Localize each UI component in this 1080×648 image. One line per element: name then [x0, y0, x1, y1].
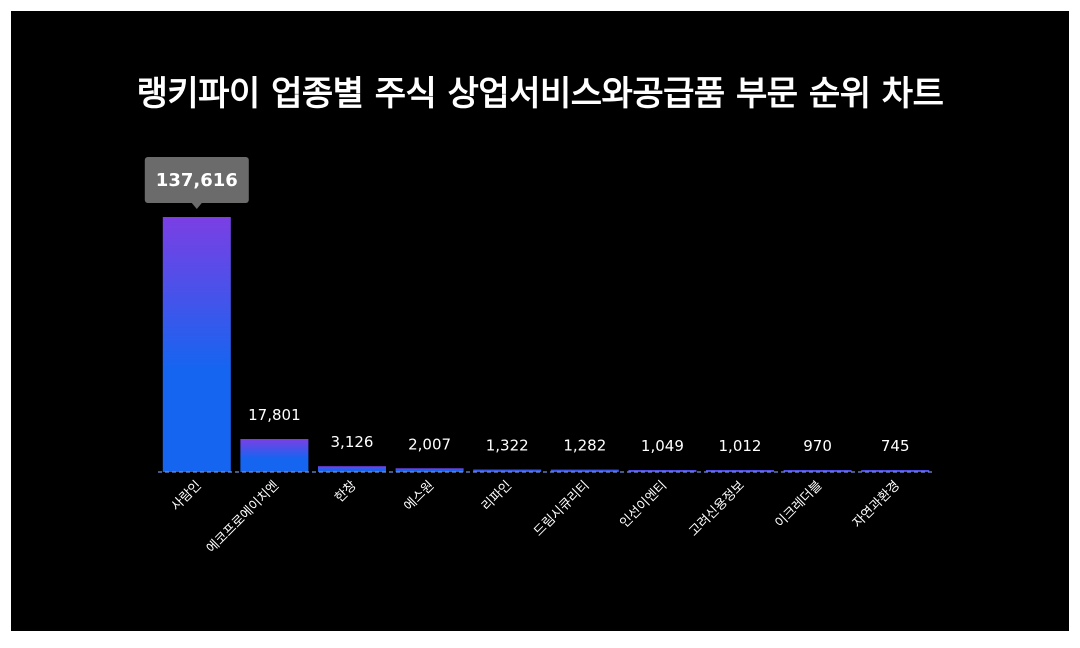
bar-한창 — [318, 466, 386, 472]
value-label: 970 — [803, 437, 832, 455]
value-tooltip: 137,616 — [144, 157, 249, 209]
bar-이크레더블 — [783, 470, 852, 472]
value-label: 1,322 — [486, 437, 529, 455]
category-label: 리파인 — [479, 478, 515, 514]
category-label: 자연과환경 — [850, 478, 903, 531]
value-label: 1,282 — [563, 437, 606, 455]
category-label: 드림시큐리티 — [531, 478, 592, 539]
bar-고려신용정보 — [706, 470, 774, 472]
bar-에스원 — [395, 468, 464, 472]
value-label: 1,049 — [641, 437, 684, 455]
value-label: 745 — [881, 437, 910, 455]
category-label: 한창 — [332, 478, 360, 506]
bars-group — [162, 217, 930, 472]
category-label: 이크레더블 — [773, 478, 826, 531]
chart-title: 랭키파이 업종별 주식 상업서비스와공급품 부문 순위 차트 — [136, 74, 944, 114]
bar-리파인 — [473, 469, 542, 472]
tooltip-box — [144, 157, 249, 203]
value-label: 3,126 — [331, 433, 374, 451]
tooltip-arrow — [191, 203, 202, 209]
bar-인선이엔티 — [628, 470, 697, 472]
value-label: 1,012 — [719, 437, 762, 455]
bar-자연과환경 — [861, 470, 930, 472]
bar-에코프로에이치엔 — [240, 439, 309, 472]
category-label: 인선이엔티 — [617, 478, 670, 531]
bar-사람인 — [162, 217, 231, 472]
category-label: 에코프로에이치엔 — [204, 478, 282, 556]
category-label: 사람인 — [169, 478, 205, 514]
labels-group: 137,616 사람인 17,801 에코프로에이치엔 3,126 한창 2,007 에스원 1… — [144, 157, 910, 556]
value-label: 17,801 — [248, 406, 301, 424]
category-label: 고려신용정보 — [686, 478, 747, 539]
value-label: 137,616 — [156, 170, 238, 191]
bar-드림시큐리티 — [550, 469, 619, 472]
category-label: 에스원 — [401, 478, 437, 514]
value-label: 2,007 — [408, 435, 451, 453]
